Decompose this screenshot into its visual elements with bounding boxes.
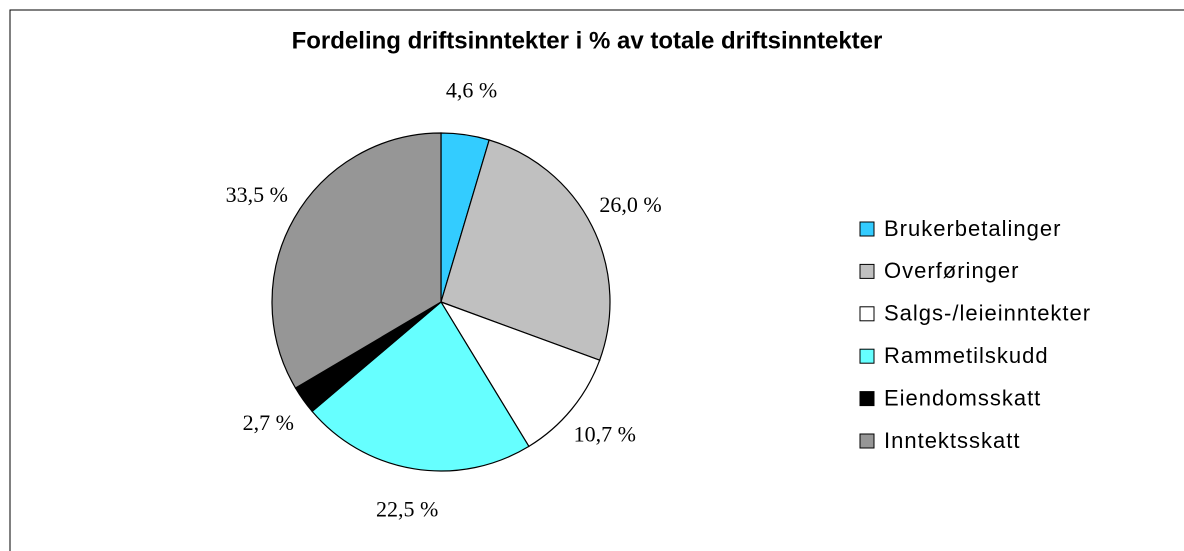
legend-swatch xyxy=(859,221,875,237)
value-label: 22,5 % xyxy=(376,496,438,521)
pie-slice xyxy=(271,132,442,389)
value-label: 26,0 % xyxy=(599,192,661,217)
value-label: 2,7 % xyxy=(243,410,294,435)
legend-label: Eiendomsskatt xyxy=(884,385,1041,410)
legend-swatch xyxy=(859,391,875,407)
legend-swatch xyxy=(859,306,875,322)
legend-label: Overføringer xyxy=(884,258,1019,283)
legend-label: Rammetilskudd xyxy=(884,343,1049,368)
chart-title: Fordeling driftsinntekter i % av totale … xyxy=(292,27,883,54)
legend-swatch xyxy=(859,433,875,449)
pie-slice xyxy=(439,300,601,448)
legend-swatch xyxy=(859,263,875,279)
legend-swatch xyxy=(859,348,875,364)
legend-label: Brukerbetalinger xyxy=(884,216,1061,241)
pie-slice xyxy=(311,301,530,472)
legend-label: Salgs-/leieinntekter xyxy=(884,301,1091,326)
value-label: 4,6 % xyxy=(446,77,497,102)
value-label: 33,5 % xyxy=(226,182,288,207)
legend-label: Inntektsskatt xyxy=(884,428,1021,453)
value-label: 10,7 % xyxy=(574,422,636,447)
pie-slice xyxy=(440,139,611,362)
